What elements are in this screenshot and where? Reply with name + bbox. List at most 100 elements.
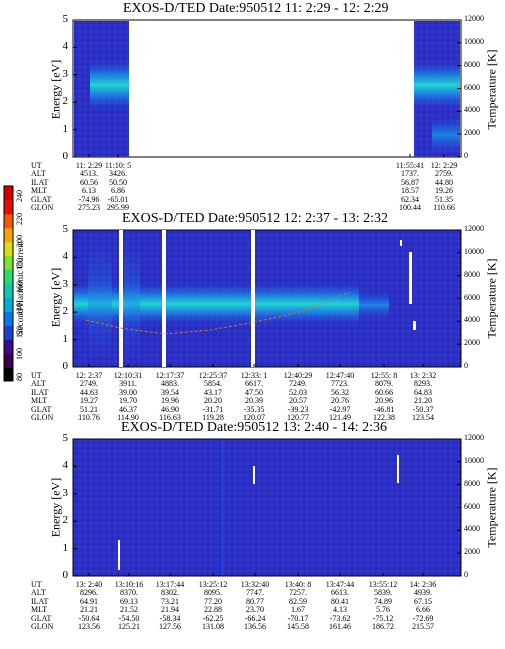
colorbar-tick-label: 180 — [15, 257, 24, 270]
panel-1-ephemeris-ilat: 50.50 — [109, 177, 127, 187]
panel-3-title: EXOS-D/TED Date:950512 13: 2:40 - 14: 2:… — [121, 420, 387, 435]
panel-1-ephemeris-glat: -65.01 — [107, 194, 129, 204]
panel-2-ephemeris-mlt: 19.96 — [161, 396, 179, 406]
panel-2-ephemeris-glon: 121.49 — [329, 413, 351, 422]
panel-1-y2tick-label: 8000 — [464, 59, 480, 69]
panel-2 — [72, 229, 462, 368]
panel-1-ephemeris-mlt: 19.26 — [435, 186, 453, 196]
colorbar-frame — [3, 185, 14, 382]
panel-1-ephemeris-glon: 100.44 — [399, 203, 421, 212]
panel-2-ephemeris-glon: 119.28 — [202, 413, 224, 422]
panel-2-ephemeris-ilat: 43.17 — [204, 387, 222, 397]
panel-3-ephemeris-ilat: 77.20 — [204, 596, 222, 606]
panel-3-ephemeris-mlt: 23.70 — [246, 605, 264, 615]
panel-3-ephemeris-glat: -72.69 — [412, 613, 434, 623]
panel-3-ephemeris-alt: 7257. — [289, 588, 307, 598]
panel-3-ephemeris-label: UT — [31, 580, 42, 589]
panel-1-ephemeris-alt: 4513. — [80, 169, 98, 179]
colorbar — [3, 185, 14, 382]
panel-3-ytick-label: 4 — [62, 459, 69, 472]
colorbar-tick-label: 160 — [15, 280, 24, 293]
panel-3-y2label: Temperature [K] — [484, 467, 499, 548]
panel-2-ephemeris-ut: 12:10:31 — [113, 371, 143, 380]
panel-3-ephemeris-alt: 5839. — [374, 588, 392, 598]
panel-1-y2tick-label: 4000 — [464, 105, 480, 115]
panel-2-ephemeris-glat: 46.90 — [161, 404, 179, 414]
panel-1-ephemeris-mlt: 6.13 — [82, 186, 96, 196]
panel-2-y2tick-label: 4000 — [464, 315, 480, 325]
colorbar-segment — [4, 325, 13, 340]
panel-2-ephemeris-ut: 13: 2:32 — [409, 371, 437, 380]
panel-2-band-tail — [359, 290, 389, 320]
panel-2-ytick-label: 4 — [62, 250, 69, 263]
panel-3-ephemeris-ilat: 80.77 — [246, 596, 264, 606]
panel-3-ephemeris-mlt: 6.66 — [416, 605, 430, 615]
panel-3-y2tick-label: 2000 — [464, 547, 480, 557]
panel-3-ephemeris-ilat: 69.13 — [120, 596, 138, 606]
colorbar-segment — [4, 241, 13, 257]
colorbar-tick-label: 240 — [15, 190, 24, 202]
colorbar-segment — [4, 283, 13, 298]
panel-1-y2tick-label: 6000 — [464, 82, 480, 92]
panel-1-ephemeris-alt: 2759. — [435, 169, 453, 179]
panel-1-ephemeris-ilat: 44.80 — [435, 177, 453, 187]
panel-3-ytick-label: 5 — [62, 432, 69, 444]
panel-1-ephemeris-label: GLON — [31, 203, 54, 212]
panel-3-ephemeris-glon: 161.46 — [329, 622, 351, 631]
panel-1-y2tick-label: 0 — [464, 151, 468, 160]
panel-3-ephemeris-ilat: 67.15 — [414, 596, 432, 606]
colorbar-segment — [4, 255, 13, 271]
panel-3-y2tick-label: 8000 — [464, 478, 480, 488]
panel-1-band-right-low — [432, 115, 460, 155]
panel-3-ytick-label: 2 — [62, 514, 69, 527]
colorbar-segment — [4, 339, 13, 354]
panel-2-ephemeris-glat: -50.37 — [412, 404, 434, 414]
panel-2-y2tick-label: 10000 — [464, 246, 484, 256]
panel-2-ephemeris-alt: 4883. — [161, 379, 179, 389]
panel-2-ephemeris-ut: 12:17:37 — [155, 371, 185, 380]
panel-1-y2tick-label: 12000 — [464, 14, 484, 23]
panel-2-y2tick-label: 6000 — [464, 292, 480, 302]
panel-2-ephemeris-glat: -42.97 — [329, 404, 351, 414]
panel-2-gap-2 — [162, 230, 166, 367]
panel-3-ephemeris-alt: 7747. — [246, 588, 264, 598]
panel-1-ephemeris-glat: 62.34 — [401, 194, 419, 204]
panel-2-ephemeris-alt: 6617. — [245, 379, 263, 389]
panel-2-ephemeris-ut: 12: 2:37 — [75, 371, 103, 380]
panel-2-ephemeris-ilat: 60.66 — [375, 387, 393, 397]
panel-3-ephemeris-ut: 13:32:40 — [240, 580, 270, 589]
panel-2-spike-3 — [400, 240, 402, 246]
panel-2-y2label: Temperature [K] — [484, 258, 499, 339]
panel-2-ephemeris-ilat: 52.03 — [289, 387, 307, 397]
panel-1-ephemeris-mlt: 18.57 — [401, 186, 419, 196]
panel-3-ephemeris-alt: 4939. — [414, 588, 432, 598]
colorbar-segment — [4, 213, 13, 229]
panel-1-ephemeris-ilat: 56.87 — [401, 177, 419, 187]
panel-2-ephemeris-glat: -46.81 — [373, 404, 395, 414]
panel-1-area — [72, 19, 462, 158]
panel-3-ephemeris-mlt: 21.94 — [161, 605, 179, 615]
panel-2-y2tick-label: 12000 — [464, 224, 484, 233]
panel-3-ephemeris-mlt: 1.67 — [291, 605, 305, 615]
colorbar-segment — [4, 199, 13, 215]
panel-3-ephemeris-glon: 145.58 — [287, 622, 309, 631]
panel-3-ephemeris-label: ILAT — [31, 596, 49, 606]
panel-2-ephemeris-ilat: 39.00 — [119, 387, 137, 397]
panel-3 — [72, 438, 462, 577]
panel-3-ephemeris-ut: 14: 2:36 — [409, 580, 437, 589]
panel-3-ephemeris-ilat: 82.59 — [289, 596, 307, 606]
colorbar-tick-label: 200 — [15, 235, 24, 248]
panel-3-ephemeris-glon: 215.57 — [412, 622, 434, 631]
panel-3-y2tick-label: 12000 — [464, 433, 484, 442]
panel-3-ephemeris-mlt: 5.76 — [376, 605, 390, 615]
panel-3-spike-1 — [397, 455, 399, 483]
panel-2-ephemeris-label: GLON — [31, 413, 54, 422]
panel-1-ephemeris-glon: 275.23 — [78, 203, 100, 212]
panel-3-y2tick-label: 0 — [464, 570, 468, 579]
panel-2-ylabel: Energy [eV] — [48, 267, 63, 328]
panel-2-ephemeris-ut: 12:33: 1 — [240, 371, 268, 380]
panel-2-ephemeris-mlt: 20.39 — [245, 396, 263, 406]
panel-1-ephemeris-glat: 51.35 — [435, 194, 453, 204]
panel-3-ephemeris-ut: 13:47:44 — [325, 580, 355, 589]
